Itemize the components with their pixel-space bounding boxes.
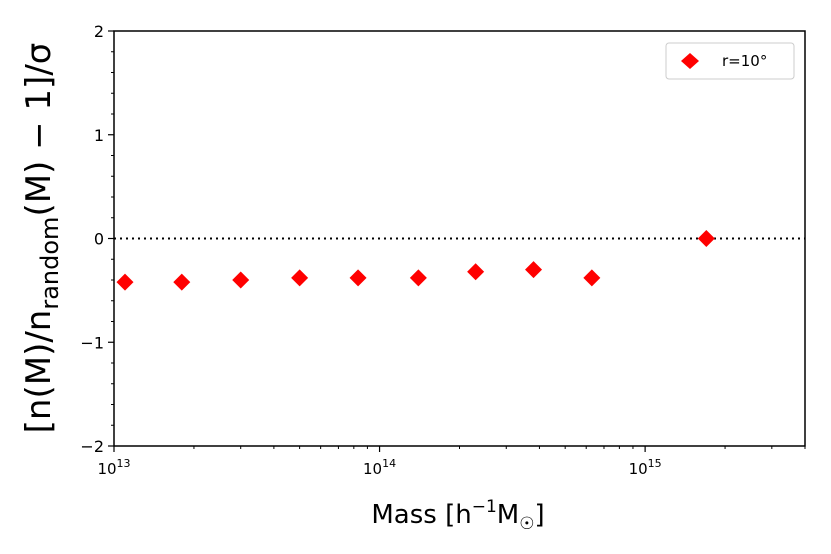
data-point [349, 269, 367, 287]
y-tick-label: 0 [94, 230, 104, 249]
axis-ticks: −2 −1 0 1 2 1013 1014 1015 [80, 22, 806, 478]
y-tick-label: −2 [80, 437, 104, 456]
y-tick-label: −1 [80, 333, 104, 352]
y-tick-label: 1 [94, 126, 104, 145]
x-axis-label: Mass [h−1M☉] [371, 497, 544, 534]
x-tick-label: 1014 [363, 457, 396, 478]
legend-label: r=10° [722, 52, 767, 70]
legend: r=10° [665, 42, 795, 80]
data-point [409, 269, 427, 287]
legend-marker [681, 53, 699, 69]
data-points [116, 230, 715, 291]
x-tick-label: 1013 [97, 457, 130, 478]
data-point [467, 263, 485, 281]
data-point [697, 230, 715, 247]
y-axis-label: [n(M)/nrandom(M) − 1]/σ [19, 43, 64, 434]
data-point [583, 269, 601, 287]
data-point [173, 273, 191, 291]
x-tick-label: 1015 [629, 457, 662, 478]
legend-box [665, 42, 795, 80]
data-point [525, 261, 543, 279]
data-point [116, 273, 134, 291]
data-point [291, 269, 309, 287]
y-tick-label: 2 [94, 22, 104, 41]
plot-frame [113, 30, 806, 447]
data-point [232, 271, 250, 289]
